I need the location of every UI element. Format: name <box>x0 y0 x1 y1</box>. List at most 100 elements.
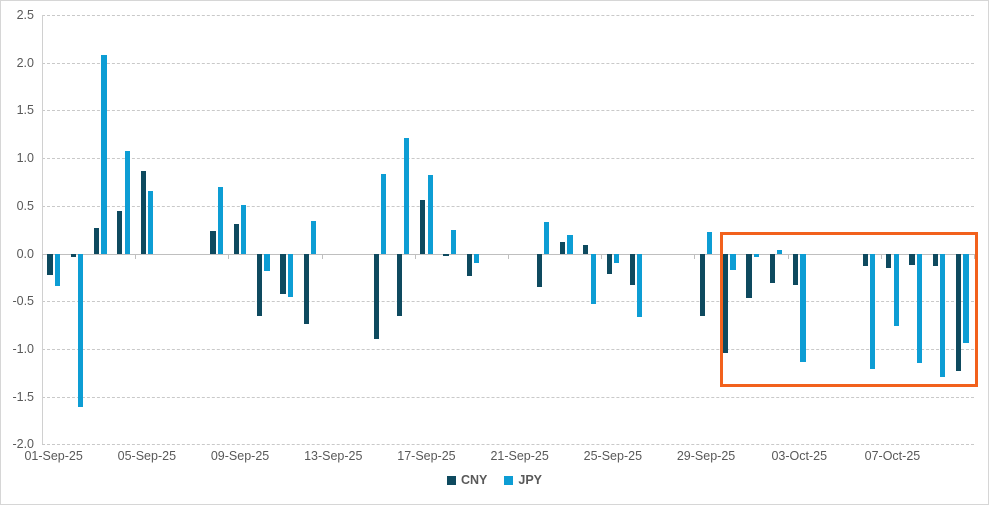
jpy-swatch-icon <box>504 475 514 485</box>
gridline <box>42 396 974 398</box>
y-axis-label: 1.5 <box>16 103 34 118</box>
bar-jpy-12-Sep-25 <box>311 221 317 254</box>
x-axis-label: 13-Sep-25 <box>304 449 363 463</box>
legend-item-cny: CNY <box>446 473 488 487</box>
bar-cny-25-Sep-25 <box>606 253 612 274</box>
x-axis-label: 07-Oct-25 <box>864 449 921 463</box>
x-axis-tick <box>880 253 882 259</box>
bar-cny-02-Sep-25 <box>70 253 76 258</box>
cny-swatch-icon <box>446 475 456 485</box>
gridline <box>42 301 974 303</box>
y-axis-label: -1.0 <box>12 341 34 356</box>
gridline <box>42 15 974 16</box>
bar-cny-19-Sep-25 <box>466 253 472 277</box>
x-axis-label: 03-Oct-25 <box>771 449 828 463</box>
bar-cny-02-Oct-25 <box>769 253 775 284</box>
bar-jpy-29-Sep-25 <box>707 231 713 254</box>
bar-jpy-24-Sep-25 <box>590 253 596 305</box>
y-axis-label: -0.5 <box>12 294 34 309</box>
y-axis-label: -1.5 <box>12 389 34 404</box>
y-axis-label: 2.0 <box>16 55 34 70</box>
bar-jpy-23-Sep-25 <box>567 235 573 254</box>
x-axis-tick <box>135 253 137 259</box>
bar-cny-03-Sep-25 <box>93 227 100 254</box>
bar-jpy-16-Sep-25 <box>404 138 410 254</box>
bar-cny-07-Oct-25 <box>886 253 892 268</box>
bar-jpy-22-Sep-25 <box>544 222 550 254</box>
gridline <box>42 110 974 112</box>
bar-jpy-07-Oct-25 <box>893 253 899 327</box>
x-axis-label: 21-Sep-25 <box>490 449 549 463</box>
legend-label-cny: CNY <box>460 473 488 487</box>
x-axis-tick <box>787 253 789 259</box>
bar-cny-09-Sep-25 <box>233 223 239 254</box>
bar-jpy-02-Oct-25 <box>777 249 783 254</box>
bar-cny-16-Sep-25 <box>396 253 403 316</box>
bar-cny-22-Sep-25 <box>536 253 542 287</box>
x-axis-label: 05-Sep-25 <box>117 449 177 463</box>
x-axis-tick <box>414 253 416 259</box>
bar-cny-15-Sep-25 <box>373 253 379 340</box>
bar-jpy-26-Sep-25 <box>637 253 643 317</box>
gridline <box>42 158 974 160</box>
bar-jpy-17-Sep-25 <box>427 175 433 254</box>
bar-jpy-08-Oct-25 <box>916 253 923 364</box>
legend-label-jpy: JPY <box>518 473 543 487</box>
bar-jpy-03-Oct-25 <box>800 253 806 363</box>
bar-jpy-18-Sep-25 <box>450 229 457 254</box>
legend: CNY JPY <box>1 473 988 487</box>
bar-cny-24-Sep-25 <box>583 244 589 254</box>
bar-cny-10-Sep-25 <box>257 253 263 316</box>
bar-cny-10-Oct-25 <box>956 253 962 371</box>
x-axis-label: 29-Sep-25 <box>676 449 736 463</box>
bar-jpy-30-Sep-25 <box>730 253 736 270</box>
bar-cny-01-Oct-25 <box>746 253 752 299</box>
bar-jpy-04-Sep-25 <box>124 151 130 254</box>
gridline <box>42 348 974 350</box>
x-axis-tick <box>601 253 603 259</box>
bar-cny-05-Sep-25 <box>140 171 146 254</box>
y-axis-label: 2.5 <box>16 8 34 22</box>
bar-cny-01-Sep-25 <box>47 253 53 275</box>
bar-cny-09-Oct-25 <box>932 253 938 266</box>
bar-jpy-10-Sep-25 <box>264 253 270 271</box>
bar-jpy-01-Oct-25 <box>753 253 759 258</box>
bar-cny-11-Sep-25 <box>280 253 286 294</box>
x-axis-label: 01-Sep-25 <box>24 449 83 463</box>
bar-jpy-08-Sep-25 <box>217 186 224 254</box>
bar-cny-18-Sep-25 <box>443 253 449 257</box>
bar-jpy-03-Sep-25 <box>101 55 107 254</box>
x-axis-tick <box>694 253 696 259</box>
y-axis-label: 1.0 <box>16 151 34 166</box>
bar-cny-04-Sep-25 <box>117 210 123 254</box>
x-axis-tick <box>42 253 43 259</box>
bar-cny-26-Sep-25 <box>629 253 636 286</box>
bar-jpy-02-Sep-25 <box>78 253 84 408</box>
y-axis-label: 0.5 <box>16 198 34 213</box>
highlight-box <box>720 231 978 388</box>
gridline <box>42 205 974 207</box>
x-axis-label: 25-Sep-25 <box>583 449 643 463</box>
bar-jpy-11-Sep-25 <box>287 253 293 298</box>
x-axis-tick <box>974 253 975 259</box>
bar-jpy-15-Sep-25 <box>380 174 387 254</box>
bar-jpy-05-Sep-25 <box>147 190 154 254</box>
bar-jpy-09-Sep-25 <box>241 204 247 254</box>
bar-cny-06-Oct-25 <box>862 253 869 266</box>
gridline <box>42 62 974 64</box>
bar-jpy-01-Sep-25 <box>54 253 60 286</box>
legend-item-jpy: JPY <box>504 473 542 487</box>
x-axis-tick <box>228 253 230 259</box>
bar-jpy-19-Sep-25 <box>474 253 480 264</box>
bar-cny-08-Sep-25 <box>210 230 216 254</box>
gridline <box>42 444 974 446</box>
bar-cny-29-Sep-25 <box>699 253 705 316</box>
bar-jpy-06-Oct-25 <box>870 253 876 369</box>
y-axis-label: -2.0 <box>12 437 34 452</box>
bar-cny-12-Sep-25 <box>303 253 309 325</box>
bar-cny-03-Oct-25 <box>792 253 799 286</box>
y-axis-line <box>42 15 43 445</box>
bar-cny-23-Sep-25 <box>559 242 566 254</box>
bar-cny-08-Oct-25 <box>909 253 915 265</box>
